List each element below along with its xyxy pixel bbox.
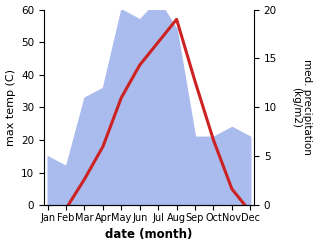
- X-axis label: date (month): date (month): [105, 228, 193, 242]
- Y-axis label: med. precipitation
(kg/m2): med. precipitation (kg/m2): [291, 60, 313, 155]
- Y-axis label: max temp (C): max temp (C): [5, 69, 16, 146]
